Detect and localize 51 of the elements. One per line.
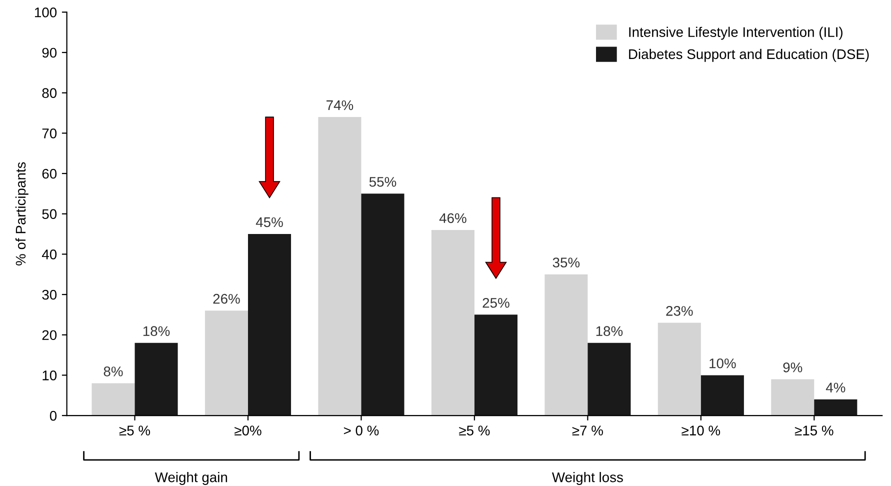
y-tick-label: 40 (42, 250, 57, 260)
x-tick-label: > 0 % (344, 426, 379, 436)
text: 10% (710, 358, 736, 368)
y-tick-label: 20 (42, 330, 57, 340)
bar (318, 117, 362, 416)
text: 46% (439, 213, 466, 224)
text: 35% (552, 258, 580, 268)
text: 74% (326, 100, 354, 110)
x-tick-label: ≥0% (234, 426, 262, 436)
bar (134, 342, 178, 416)
legend-label: Intensive Lifestyle Intervention (ILI) (629, 26, 842, 40)
x-tick-label: ≥10 % (682, 426, 720, 436)
y-tick-label: 0 (50, 410, 57, 421)
text: Weight loss (552, 472, 623, 485)
y-tick-label: 60 (42, 168, 57, 179)
bar (204, 310, 248, 416)
y-tick-label: 10 (42, 370, 57, 380)
bar (248, 234, 292, 416)
y-tick-label: 50 (42, 209, 57, 220)
y-tick-label: 80 (42, 88, 57, 98)
bar (474, 314, 518, 416)
bar (700, 375, 744, 416)
bar (431, 230, 474, 416)
x-tick-label: ≥15 % (794, 426, 834, 436)
bar (544, 274, 588, 416)
text: 26% (213, 294, 240, 304)
text: 9% (783, 362, 802, 372)
text: 4% (826, 382, 846, 392)
text: 8% (104, 366, 123, 376)
text: 18% (596, 326, 623, 336)
y-axis-title: % of Participants (15, 162, 28, 266)
bar (588, 342, 631, 416)
bar (771, 379, 814, 416)
y-tick-label: 100 (34, 7, 57, 18)
x-tick-label: ≥7 % (572, 426, 603, 436)
x-tick-label: ≥5 % (119, 426, 150, 436)
bar (814, 399, 858, 416)
y-tick-label: 90 (42, 48, 57, 58)
legend-label: Diabetes Support and Education (DSE) (629, 48, 869, 62)
y-tick-label: 70 (42, 128, 57, 138)
x-tick-label: ≥5 % (459, 426, 490, 436)
text: Weight gain (154, 472, 228, 485)
text: 25% (482, 298, 510, 308)
bar (658, 322, 701, 416)
text: 45% (256, 217, 283, 228)
bar (92, 383, 135, 416)
bar (361, 194, 404, 416)
text: 55% (369, 176, 396, 187)
y-tick-label: 30 (42, 290, 57, 300)
text: 18% (143, 326, 170, 336)
text: 23% (666, 306, 693, 316)
